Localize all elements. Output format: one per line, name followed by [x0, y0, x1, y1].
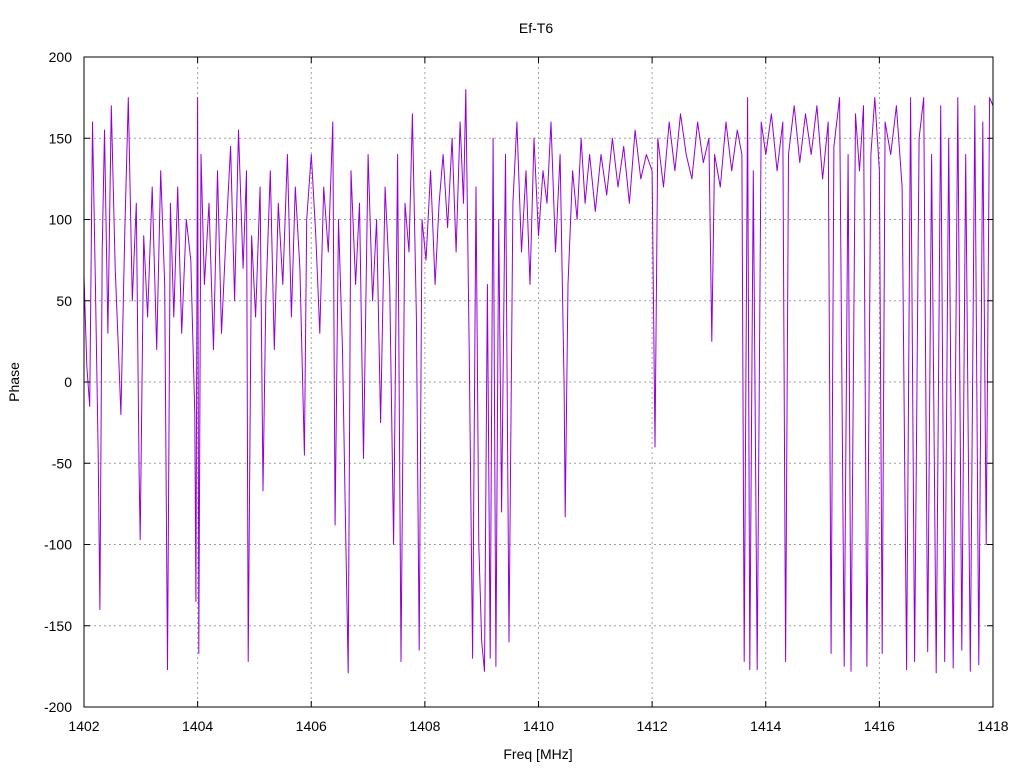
x-tick-label: 1404 [182, 718, 213, 734]
x-tick-label: 1414 [750, 718, 781, 734]
ticks: 1402 1404 1406 1408 1410 1412 1414 1416 1418 200 1… [44, 49, 1009, 734]
x-tick-label: 1416 [864, 718, 895, 734]
grid [84, 57, 993, 707]
chart-title: Ef-T6 [519, 20, 553, 36]
x-tick-label: 1418 [977, 718, 1008, 734]
series-layer [83, 89, 994, 674]
y-tick-label: -100 [44, 537, 72, 553]
y-axis-label: Phase [6, 362, 22, 402]
x-tick-label: 1412 [637, 718, 668, 734]
y-tick-label: -200 [44, 699, 72, 715]
y-tick-label: 50 [56, 293, 72, 309]
x-tick-label: 1408 [409, 718, 440, 734]
y-tick-label: -50 [52, 455, 72, 471]
y-tick-label: 0 [64, 374, 72, 390]
y-tick-label: 200 [49, 49, 73, 65]
x-axis-label: Freq [MHz] [503, 746, 572, 762]
x-tick-label: 1410 [523, 718, 554, 734]
phase-series-line [83, 89, 994, 674]
y-tick-label: 150 [49, 130, 73, 146]
y-tick-label: 100 [49, 212, 73, 228]
x-tick-label: 1406 [296, 718, 327, 734]
x-tick-label: 1402 [68, 718, 99, 734]
y-tick-label: -150 [44, 618, 72, 634]
